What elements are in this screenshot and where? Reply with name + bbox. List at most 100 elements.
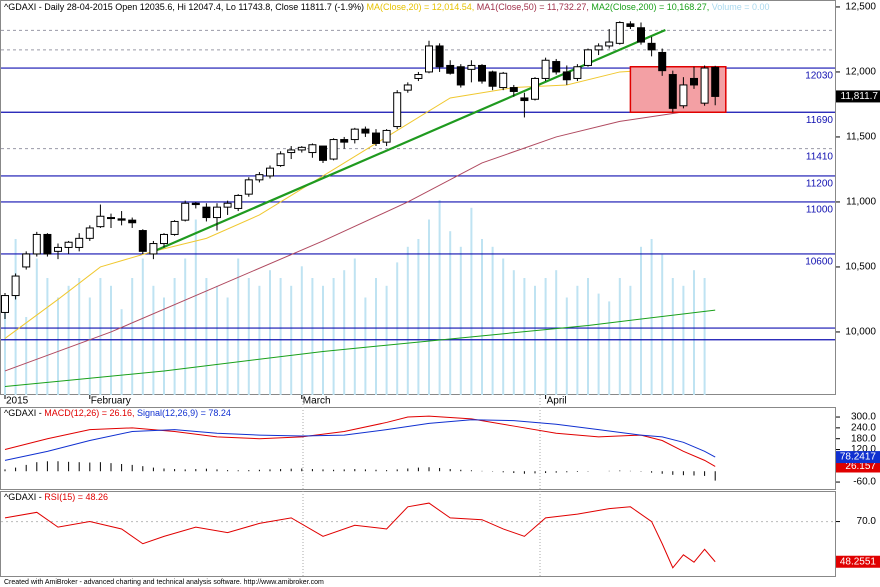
candle-body xyxy=(456,66,465,86)
volume-bar xyxy=(14,239,17,395)
volume-bar xyxy=(693,270,695,395)
volume-bar xyxy=(99,278,102,395)
last-value-label: 26.157 xyxy=(845,461,876,472)
volume-bar xyxy=(449,231,452,395)
candle-body xyxy=(308,144,317,154)
candle-body xyxy=(287,149,296,154)
rsi-pane xyxy=(0,491,836,577)
candle-body xyxy=(668,74,677,109)
volume-bar xyxy=(57,297,59,395)
level-label: 12030 xyxy=(805,71,833,82)
candle-body xyxy=(117,218,126,221)
volume-bar xyxy=(459,246,462,395)
volume-bar xyxy=(322,285,324,395)
candle-body xyxy=(605,41,614,47)
candle-body xyxy=(160,233,168,245)
volume-bar xyxy=(428,219,430,395)
last-value-box xyxy=(836,555,880,568)
macd-pane xyxy=(0,407,836,490)
volume-bar xyxy=(205,278,208,395)
volume-bar xyxy=(46,278,49,395)
candle-body xyxy=(11,275,20,297)
header-part: ^GDAXI - xyxy=(4,408,44,418)
volume-bar xyxy=(618,278,621,395)
y-tick-label: 300.0 xyxy=(851,412,876,423)
candle-body xyxy=(446,64,455,74)
last-value-label: 11,811.7 xyxy=(841,91,879,102)
volume-bar xyxy=(650,239,653,395)
volume-bar xyxy=(470,207,473,395)
volume-bar xyxy=(629,285,632,395)
last-value-box xyxy=(836,451,880,464)
candle-body xyxy=(372,132,380,144)
candle-body xyxy=(329,139,338,160)
volume-bar xyxy=(226,297,229,395)
candle-body xyxy=(403,84,412,91)
candle-body xyxy=(107,217,115,220)
candle-body xyxy=(584,49,592,66)
volume-bar xyxy=(375,278,377,395)
candle-body xyxy=(266,167,274,177)
volume-bar xyxy=(396,262,399,395)
volume-bar xyxy=(385,285,388,395)
x-tick-label: February xyxy=(91,396,131,407)
candle-body xyxy=(541,59,550,79)
volume-bar xyxy=(67,285,70,395)
x-tick-label: March xyxy=(303,396,331,407)
candle-body xyxy=(350,128,359,141)
candle-body xyxy=(435,45,444,68)
candle-body xyxy=(478,64,486,82)
volume-bar xyxy=(131,278,134,395)
candle-body xyxy=(64,241,73,248)
y-tick-label: 12,500 xyxy=(845,2,876,13)
candle-body xyxy=(552,61,561,73)
footer: Created with AmiBroker - advanced charti… xyxy=(4,579,324,586)
last-value-box xyxy=(836,460,880,473)
moving-average xyxy=(4,68,716,339)
volume-bar xyxy=(576,285,579,395)
volume-bar xyxy=(4,309,6,395)
candle-body xyxy=(149,243,158,255)
volume-bar xyxy=(216,285,218,395)
volume-bar xyxy=(364,297,367,395)
moving-average xyxy=(4,309,716,388)
candle-body xyxy=(75,237,84,248)
volume-bar xyxy=(279,278,282,395)
volume-bar xyxy=(491,246,494,395)
volume-bar xyxy=(184,258,187,395)
candle-body xyxy=(488,71,497,87)
header-part: MACD(12,26) = 26.16, xyxy=(44,408,137,418)
candle-body xyxy=(690,77,698,86)
candle-body xyxy=(509,87,518,92)
volume-bar xyxy=(640,246,642,395)
pane-header: ^GDAXI - MACD(12,26) = 26.16, Signal(12,… xyxy=(4,408,231,418)
candle-body xyxy=(573,66,582,79)
candle-body xyxy=(425,45,433,73)
candle-body xyxy=(319,145,327,161)
candle-body xyxy=(213,206,221,219)
volume-bar xyxy=(290,285,293,395)
candle-body xyxy=(340,139,349,143)
volume-bar xyxy=(523,278,526,395)
moving-average xyxy=(4,106,716,372)
candle-body xyxy=(202,206,211,219)
y-tick-label: 180.0 xyxy=(851,433,876,444)
volume-bar xyxy=(608,301,611,395)
candle-body xyxy=(22,253,31,268)
level-label: 11000 xyxy=(806,205,834,216)
candle-body xyxy=(361,128,370,134)
last-value-label: 78.2417 xyxy=(840,452,877,463)
candle-body xyxy=(170,220,179,235)
last-value-label: 48.2551 xyxy=(840,556,877,567)
header-part: MA2(Close,200) = 10,168.27, xyxy=(591,2,711,12)
candle-body xyxy=(520,97,529,102)
volume-bar xyxy=(555,270,558,395)
candle-body xyxy=(128,219,137,224)
candle-body xyxy=(414,74,423,79)
level-label: 11690 xyxy=(806,115,834,126)
volume-bar xyxy=(300,266,303,395)
volume-bar xyxy=(587,278,589,395)
candle-body xyxy=(615,22,624,44)
candle-body xyxy=(138,230,147,252)
